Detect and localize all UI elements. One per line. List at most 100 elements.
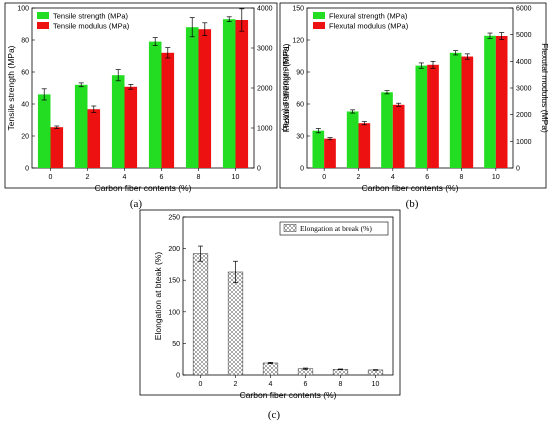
y-right-axis-label: Tensile modulus (MPa) <box>281 45 291 132</box>
y-right-tick-label: 1000 <box>516 139 532 146</box>
y-tick-label: 120 <box>292 38 304 45</box>
x-tick-label: 10 <box>232 174 240 181</box>
bar <box>392 104 405 168</box>
x-tick-label: 8 <box>339 381 343 388</box>
bar <box>161 52 175 168</box>
x-tick-label: 6 <box>160 174 164 181</box>
x-tick-label: 2 <box>86 174 90 181</box>
bar <box>37 94 51 168</box>
legend-swatch <box>37 12 49 19</box>
bar <box>332 369 349 376</box>
bar <box>346 111 359 168</box>
y-tick-label: 100 <box>168 309 180 316</box>
x-tick-label: 4 <box>391 174 395 181</box>
x-tick-label: 2 <box>234 381 238 388</box>
plot-area <box>31 7 255 169</box>
bar <box>227 271 244 376</box>
y-right-tick-label: 4000 <box>516 59 532 66</box>
bar <box>427 64 439 168</box>
legend-label: Tensile modulus (MPa) <box>53 22 130 31</box>
chart-frame <box>4 2 278 189</box>
x-axis-label: Carbon fiber contents (%) <box>362 183 459 193</box>
chart-frame <box>139 209 401 396</box>
y-tick-label: 0 <box>300 166 304 173</box>
bar <box>148 41 162 168</box>
legend-box <box>279 221 389 236</box>
y-right-axis-label: Flexutal modulus (MPa) <box>540 43 550 133</box>
y-tick-label: 150 <box>292 6 304 13</box>
legend-swatch <box>313 22 325 29</box>
bar <box>324 138 336 168</box>
y-right-tick-label: 0 <box>257 166 261 173</box>
x-tick-label: 4 <box>269 381 273 388</box>
bar <box>185 27 199 169</box>
bar <box>235 20 249 168</box>
y-tick-label: 30 <box>296 134 304 141</box>
y-tick-label: 50 <box>172 341 180 348</box>
x-tick-label: 0 <box>49 174 53 181</box>
bar <box>74 84 88 168</box>
y-right-tick-label: 3000 <box>516 86 532 93</box>
legend-swatch <box>313 12 325 19</box>
y-right-tick-label: 2000 <box>516 112 532 119</box>
y-right-tick-label: 3000 <box>257 46 273 53</box>
y-tick-label: 80 <box>21 38 29 45</box>
x-tick-label: 8 <box>197 174 201 181</box>
panel-label: (b) <box>406 198 419 210</box>
x-tick-label: 0 <box>199 381 203 388</box>
legend-label: Flexutal modulus (MPa) <box>329 22 409 31</box>
y-axis-label: Tensile strength (MPa) <box>6 45 16 130</box>
bar <box>367 369 384 376</box>
y-tick-label: 250 <box>168 215 180 222</box>
chart-3: 0 50 100 150 200 250 0 2 4 6 8 10 Carbon fiber conte… <box>139 209 401 421</box>
x-tick-label: 8 <box>460 174 464 181</box>
x-axis-label: Carbon fiber contents (%) <box>240 390 337 400</box>
legend-label: Tensile strength (MPa) <box>53 12 129 21</box>
legend-swatch <box>283 224 297 232</box>
bar <box>461 56 474 168</box>
x-tick-label: 2 <box>357 174 361 181</box>
y-right-tick-label: 0 <box>516 166 520 173</box>
chart-frame <box>279 2 547 189</box>
bar <box>192 253 209 376</box>
bar <box>415 65 428 168</box>
legend-label: Elongation at break (%) <box>300 224 372 233</box>
y-right-tick-label: 6000 <box>516 6 532 13</box>
bar <box>50 127 64 168</box>
bar <box>222 19 236 169</box>
x-tick-label: 10 <box>372 381 380 388</box>
y-tick-label: 0 <box>25 166 29 173</box>
x-tick-label: 0 <box>322 174 326 181</box>
y-tick-label: 150 <box>168 278 180 285</box>
y-tick-label: 60 <box>21 70 29 77</box>
panel-label: (a) <box>130 198 143 210</box>
y-tick-label: 20 <box>21 134 29 141</box>
y-axis-label: Elongation at bteak (%) <box>153 252 163 341</box>
bar <box>495 36 508 168</box>
bar <box>312 130 325 168</box>
y-tick-label: 0 <box>176 373 180 380</box>
y-tick-label: 90 <box>296 70 304 77</box>
y-right-tick-label: 1000 <box>257 126 273 133</box>
y-tick-label: 200 <box>168 246 180 253</box>
y-axis-label: Flexural strength (MPa) <box>281 43 291 132</box>
x-tick-label: 6 <box>304 381 308 388</box>
y-tick-label: 40 <box>21 102 29 109</box>
y-right-tick-label: 5000 <box>516 32 532 39</box>
chart-2: 0 30 60 90 120 150 0 1000 2000 3000 4000 5000 6000 0 2… <box>279 2 550 210</box>
bar <box>358 123 371 168</box>
legend-swatch <box>37 22 49 29</box>
bar <box>449 52 462 168</box>
bar <box>124 86 138 168</box>
y-tick-label: 60 <box>296 102 304 109</box>
bar <box>87 109 101 168</box>
plot-area <box>182 216 394 376</box>
x-tick-label: 6 <box>425 174 429 181</box>
y-right-tick-label: 2000 <box>257 86 273 93</box>
bar <box>262 362 279 376</box>
bar <box>198 29 212 169</box>
x-axis-label: Carbon fiber contents (%) <box>95 183 192 193</box>
panel-label: (c) <box>268 409 281 421</box>
